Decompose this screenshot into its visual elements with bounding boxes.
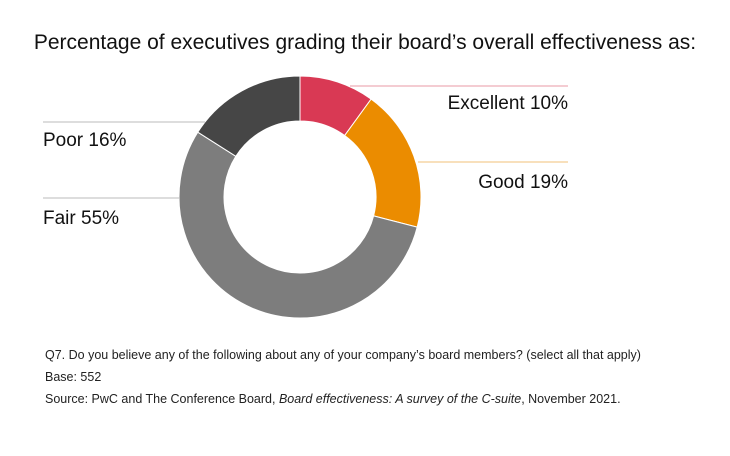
footnote-question: Q7. Do you believe any of the following … [45,348,641,362]
label-excellent: Excellent 10% [447,93,568,114]
footnote-base: Base: 552 [45,370,102,384]
label-poor: Poor 16% [43,130,127,151]
slice-poor [197,75,301,157]
chart-title: Percentage of executives grading their b… [33,31,697,54]
footnote-source: Source: PwC and The Conference Board, Bo… [45,392,621,406]
slice-fair [178,131,418,319]
label-fair: Fair 55% [43,208,120,229]
label-good: Good 19% [478,172,568,193]
